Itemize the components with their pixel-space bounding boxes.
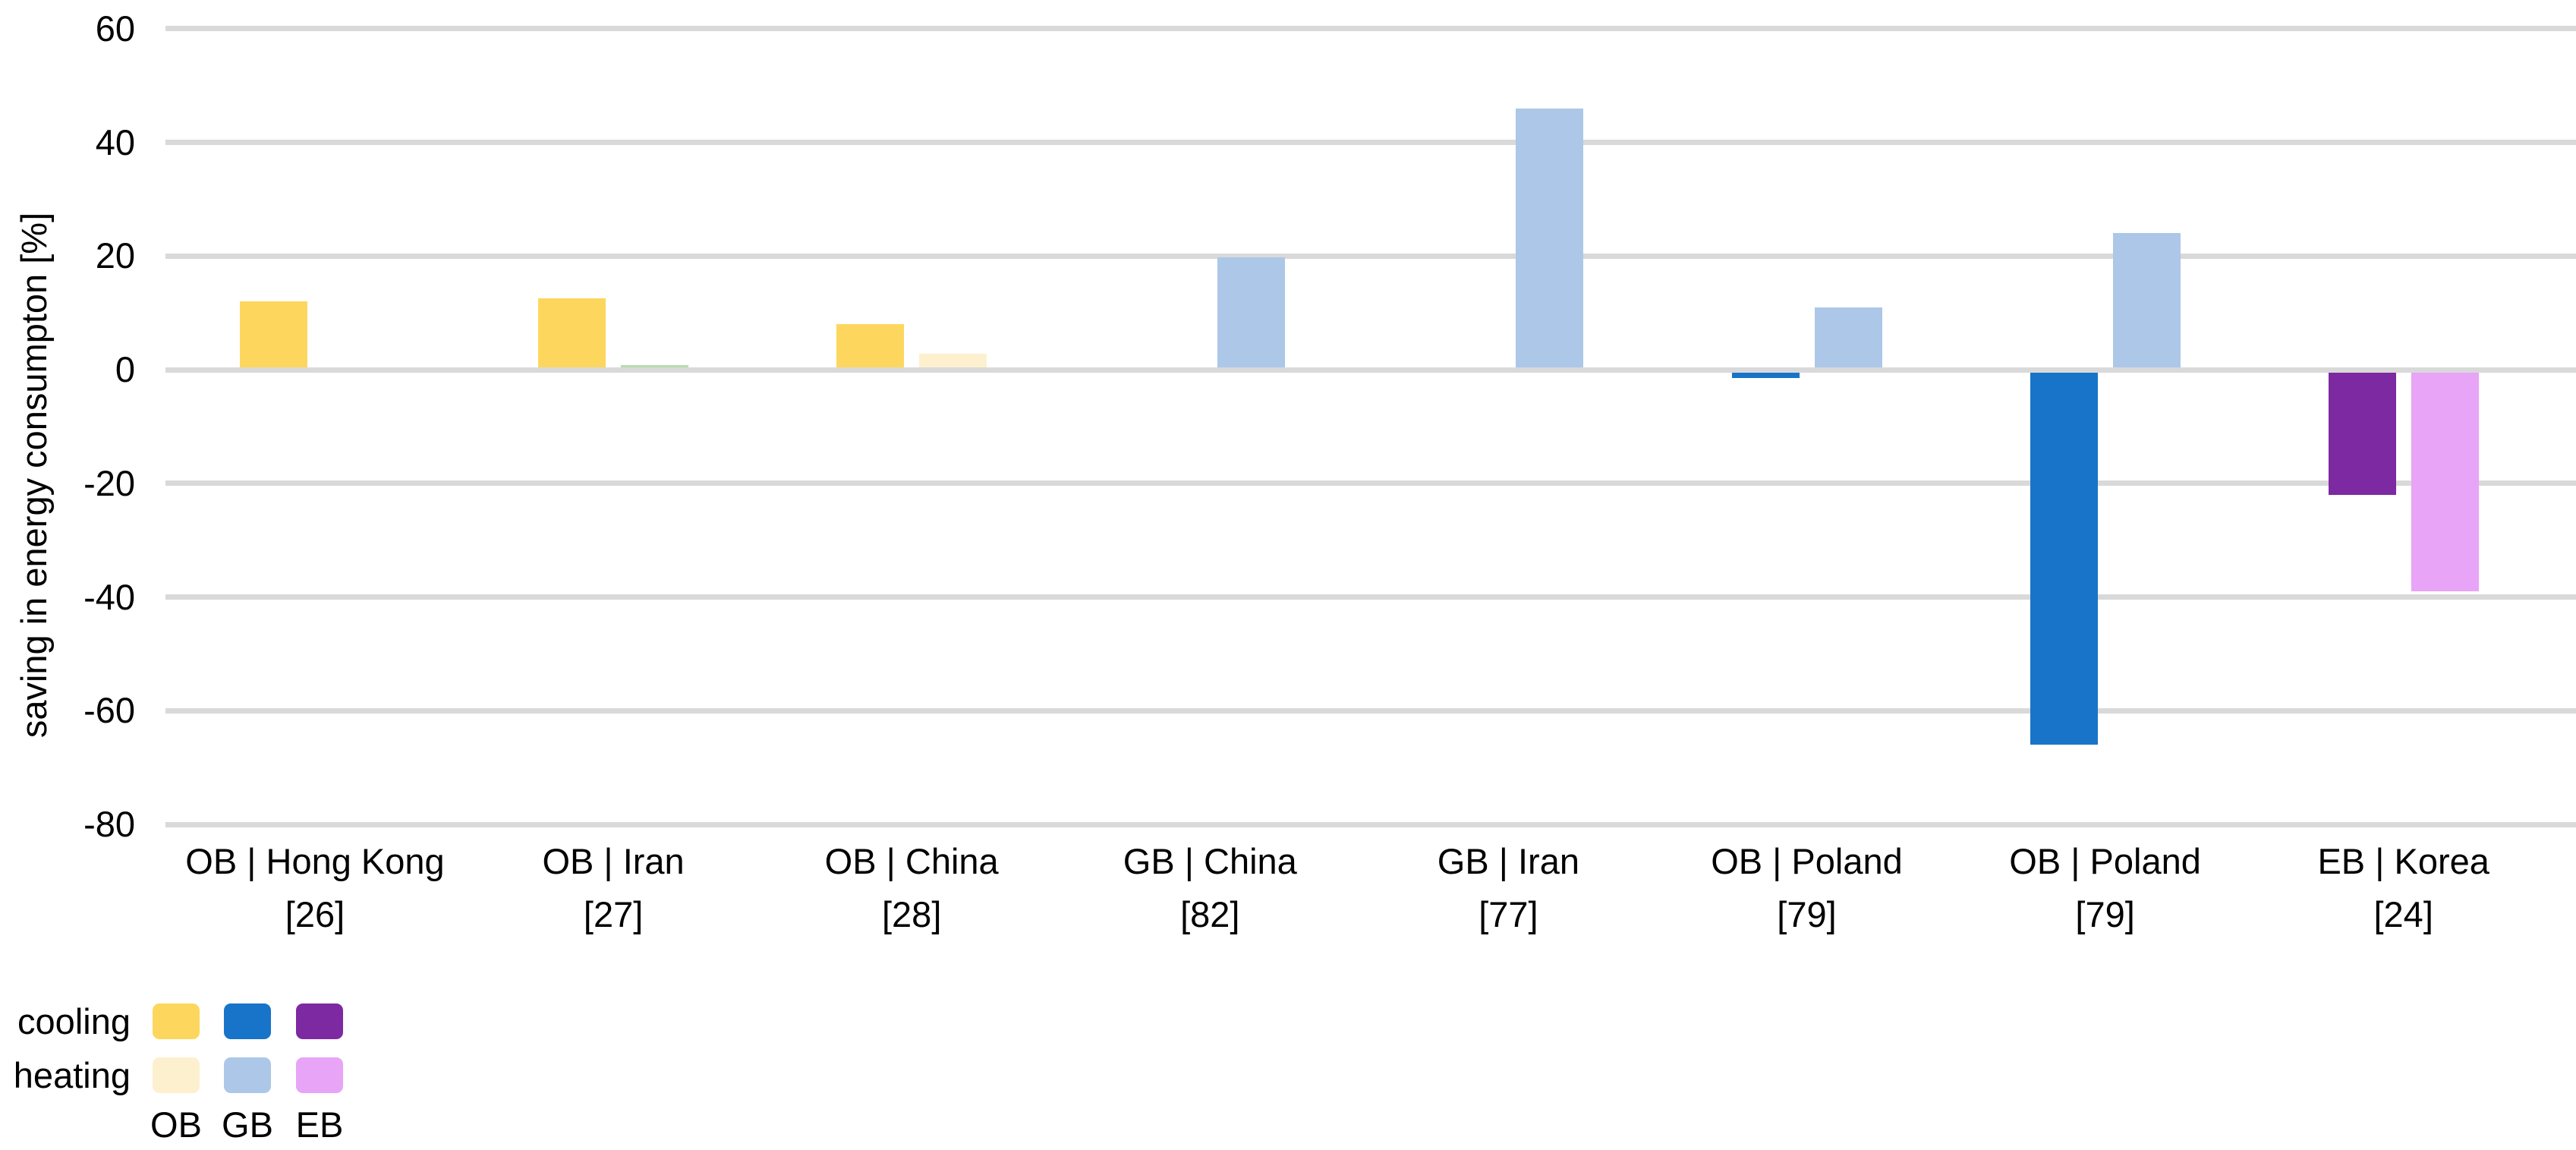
- x-label: EB | Korea [24]: [2237, 835, 2571, 941]
- y-tick-label-0: 0: [115, 349, 135, 389]
- gridline-40: [165, 140, 2576, 145]
- gridline-60: [165, 26, 2576, 32]
- x-label-name: GB | China: [1123, 841, 1297, 881]
- legend-swatch-OB-heating: [153, 1057, 200, 1093]
- x-label-name: GB | Iran: [1437, 841, 1579, 881]
- zero-line: [165, 367, 2576, 373]
- bar-gb-iran-heating: [1516, 108, 1584, 370]
- y-tick-label-60: 60: [95, 8, 135, 49]
- x-label-ref: [77]: [1479, 894, 1538, 934]
- legend-column-label-GB: GB: [222, 1104, 273, 1145]
- x-label-name: OB | Poland: [2009, 841, 2201, 881]
- x-label-ref: [24]: [2373, 894, 2433, 934]
- x-label: OB | Iran [27]: [446, 835, 780, 941]
- x-label-name: OB | Poland: [1711, 841, 1903, 881]
- gridline--60: [165, 707, 2576, 714]
- x-label: OB | Poland [79]: [1640, 835, 1974, 941]
- legend-row-label-cooling: cooling: [17, 1001, 131, 1041]
- y-tick-label--40: -40: [83, 576, 135, 617]
- x-label-ref: [79]: [1777, 894, 1837, 934]
- y-tick-label--60: -60: [83, 690, 135, 731]
- y-tick-label--80: -80: [83, 804, 135, 844]
- x-label-name: OB | Iran: [542, 841, 685, 881]
- gridline-20: [165, 253, 2576, 259]
- bar-ob-china-heating: [919, 354, 987, 370]
- x-label: GB | Iran [77]: [1341, 835, 1675, 941]
- x-label-name: OB | Hong Kong: [185, 841, 445, 881]
- x-label: OB | Poland [79]: [1938, 835, 2272, 941]
- x-label: OB | Hong Kong [26]: [148, 835, 482, 941]
- x-label: GB | China [82]: [1043, 835, 1377, 941]
- legend-swatch-GB-heating: [224, 1057, 271, 1093]
- x-label-name: OB | China: [824, 841, 999, 881]
- x-label-name: EB | Korea: [2317, 841, 2489, 881]
- bar-ob-poland-cooling: [1731, 370, 1800, 379]
- legend-swatch-OB-cooling: [153, 1003, 200, 1039]
- legend-swatch-GB-cooling: [224, 1003, 271, 1039]
- gridline--20: [165, 480, 2576, 487]
- bar-ob-china-cooling: [836, 324, 905, 370]
- bar-eb-korea-cooling: [2328, 370, 2396, 495]
- legend-swatch-EB-cooling: [296, 1003, 343, 1039]
- x-label-ref: [26]: [285, 894, 345, 934]
- gridline--40: [165, 594, 2576, 600]
- bar-gb-china-heating: [1217, 257, 1286, 370]
- x-label-ref: [82]: [1180, 894, 1240, 934]
- legend-column-label-OB: OB: [150, 1104, 202, 1145]
- x-label: OB | China [28]: [745, 835, 1079, 941]
- y-tick-label-20: 20: [95, 235, 135, 276]
- legend-swatch-EB-heating: [296, 1057, 343, 1093]
- bar-ob-poland-heating: [1814, 307, 1882, 370]
- bar-eb-korea-heating: [2411, 370, 2479, 591]
- bar-ob-poland-heating: [2112, 233, 2181, 370]
- bar-ob-iran-cooling: [538, 298, 606, 370]
- y-tick-label-40: 40: [95, 121, 135, 162]
- bar-ob-poland-cooling: [2030, 370, 2098, 745]
- gridline--80: [165, 821, 2576, 827]
- x-label-ref: [28]: [881, 894, 942, 934]
- x-label-ref: [79]: [2075, 894, 2135, 934]
- legend-column-label-EB: EB: [295, 1104, 344, 1145]
- bar-ob-hong-kong-cooling: [240, 301, 307, 370]
- y-tick-label--20: -20: [83, 462, 135, 503]
- x-label-ref: [27]: [583, 894, 644, 934]
- legend-row-label-heating: heating: [13, 1055, 131, 1095]
